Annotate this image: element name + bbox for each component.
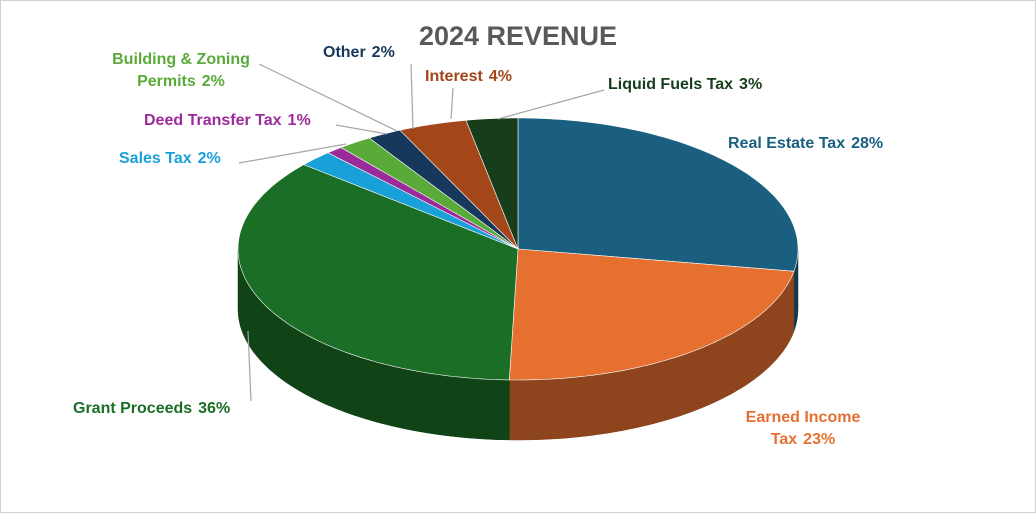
slice-top [508, 248, 795, 381]
label-text: 28% [851, 135, 884, 152]
label-text: Deed Transfer Tax [144, 112, 282, 129]
slice [340, 137, 519, 250]
leader-line [410, 63, 414, 130]
data-label: Deed Transfer Tax 1% [144, 110, 311, 132]
leader-line [450, 87, 454, 120]
label-text: 23% [803, 431, 836, 448]
label-text: 1% [287, 112, 311, 129]
leader-line [238, 143, 347, 164]
leader-line [247, 330, 252, 402]
data-label: Building & Zoning Permits 2% [96, 49, 266, 93]
data-label: Sales Tax 2% [119, 148, 221, 170]
label-text: 2% [371, 44, 395, 61]
slice-top [340, 137, 519, 250]
leader-line [258, 63, 398, 132]
label-text: Grant Proceeds [73, 400, 193, 417]
slice-top [517, 117, 799, 272]
label-text: 36% [198, 400, 231, 417]
label-text: Sales Tax [119, 150, 192, 167]
label-text: Interest [425, 68, 483, 85]
leader-line [335, 124, 388, 135]
label-text: Earned Income Tax [745, 409, 861, 448]
label-text: 2% [197, 150, 221, 167]
label-text: 3% [739, 76, 763, 93]
slice [303, 152, 519, 250]
label-text: 4% [488, 68, 512, 85]
data-label: Interest 4% [425, 66, 512, 88]
slice-top [237, 164, 519, 381]
slice [517, 117, 799, 332]
slice [237, 164, 519, 441]
slice [399, 119, 519, 250]
label-text: Building & Zoning Permits [112, 51, 250, 90]
data-label: Earned Income Tax 23% [713, 407, 893, 451]
slice-top [465, 117, 519, 250]
data-label: Grant Proceeds 36% [73, 398, 230, 420]
label-text: Real Estate Tax [728, 135, 846, 152]
slice [465, 117, 519, 250]
leader-line [497, 89, 605, 120]
data-label: Other 2% [323, 42, 395, 64]
data-label: Liquid Fuels Tax 3% [608, 74, 762, 96]
chart-title: 2024 REVENUE [418, 21, 618, 51]
slice-top [303, 152, 519, 250]
label-text: Other [323, 44, 366, 61]
data-label: Real Estate Tax 28% [728, 133, 883, 155]
slice-top [399, 119, 519, 250]
label-text: Liquid Fuels Tax [608, 76, 734, 93]
label-text: 2% [201, 73, 225, 90]
